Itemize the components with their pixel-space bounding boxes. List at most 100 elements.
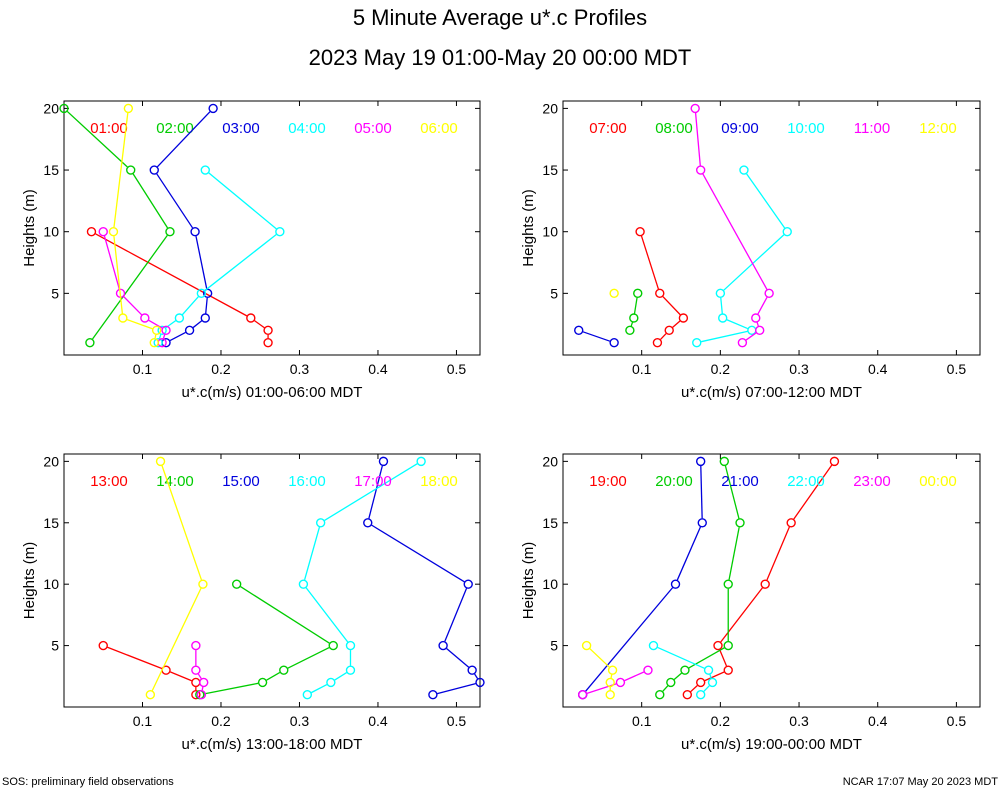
y-tick-label: 15: [43, 162, 59, 178]
data-point: [633, 288, 643, 299]
series-0500: [98, 226, 171, 348]
data-point: [363, 518, 373, 528]
series-line: [201, 686, 204, 691]
legend-entry: 17:00: [354, 473, 392, 490]
series-line: [287, 647, 330, 669]
data-point: [126, 165, 136, 175]
series-line: [161, 465, 203, 581]
series-1900: [682, 456, 840, 700]
data-point: [151, 325, 162, 336]
plot-frame: [63, 100, 481, 356]
data-point: [782, 226, 792, 237]
x-tick-label: 0.3: [789, 713, 809, 729]
x-tick-label: 0.1: [632, 361, 652, 377]
data-point: [664, 325, 674, 336]
x-tick-label: 0.4: [368, 713, 388, 729]
series-0000: [581, 640, 618, 700]
series-line: [162, 334, 166, 339]
data-point: [723, 579, 733, 589]
data-point: [581, 640, 592, 651]
x-tick-label: 0.5: [447, 361, 467, 377]
series-line: [208, 172, 277, 230]
data-point: [184, 325, 195, 336]
data-point: [345, 640, 356, 651]
series-line: [311, 683, 328, 694]
series-1300: [98, 640, 201, 700]
data-point: [428, 690, 438, 700]
data-point: [231, 579, 242, 589]
series-2200: [648, 640, 718, 700]
series-line: [662, 296, 681, 316]
data-point: [202, 288, 213, 299]
data-point: [208, 103, 218, 114]
series-2100: [577, 456, 707, 700]
chart-title: 5 Minute Average u*.c Profiles: [352, 5, 648, 30]
profile-panel: 0.1 0.2 0.3 0.4 0.5 5 10 15 20 u*.c(m/s) 01:00-06…: [21, 100, 481, 401]
y-tick-label: 20: [43, 100, 59, 116]
series-line: [437, 682, 476, 695]
data-point: [149, 337, 159, 348]
data-point: [655, 288, 665, 299]
x-tick-label: 0.3: [789, 361, 809, 377]
series-line: [633, 297, 638, 314]
data-point: [263, 325, 273, 336]
data-point: [609, 288, 619, 299]
plot-frame: [562, 100, 981, 356]
series-line: [66, 110, 128, 168]
data-point: [605, 690, 615, 700]
series-line: [757, 296, 768, 315]
data-point: [378, 456, 389, 467]
data-point: [695, 677, 706, 688]
series-line: [724, 465, 740, 519]
data-point: [605, 677, 615, 688]
x-tick-label: 0.2: [711, 361, 731, 377]
data-point: [416, 456, 426, 467]
series-1600: [298, 456, 426, 700]
legend-entry: 00:00: [919, 473, 957, 490]
series-0400: [153, 165, 285, 348]
series-line: [586, 683, 617, 694]
data-point: [695, 690, 706, 700]
x-tick-label: 0.1: [133, 713, 153, 729]
series-line: [371, 524, 465, 583]
legend-entry: 18:00: [420, 473, 458, 490]
series-line: [624, 671, 645, 682]
data-point: [652, 337, 663, 348]
data-point: [196, 288, 207, 299]
y-axis-label: Heights (m): [520, 189, 537, 267]
x-tick-label: 0.4: [368, 361, 388, 377]
data-point: [751, 313, 761, 323]
data-point: [723, 665, 733, 675]
data-point: [707, 677, 718, 688]
series-line: [205, 297, 208, 314]
data-point: [59, 103, 69, 114]
data-point: [682, 690, 693, 700]
series-1400: [195, 579, 338, 700]
series-line: [676, 526, 702, 581]
series-line: [132, 173, 169, 229]
data-point: [695, 456, 706, 467]
data-point: [713, 640, 723, 651]
y-tick-label: 10: [43, 576, 59, 592]
series-line: [700, 465, 703, 519]
data-point: [680, 665, 690, 675]
data-point: [86, 226, 97, 237]
plot-frame: [63, 453, 481, 708]
data-point: [786, 518, 796, 528]
series-line: [690, 685, 698, 693]
series-line: [474, 673, 479, 679]
series-2000: [655, 456, 745, 700]
series-line: [169, 331, 186, 342]
series-line: [726, 319, 748, 330]
series-line: [204, 682, 259, 695]
series-line: [169, 671, 192, 682]
legend-entry: 12:00: [919, 120, 957, 137]
data-point: [118, 313, 128, 323]
data-point: [475, 677, 485, 688]
series-line: [92, 234, 168, 340]
series-line: [156, 173, 194, 229]
y-tick-label: 10: [542, 576, 558, 592]
legend-entry: 03:00: [222, 120, 260, 137]
legend-entry: 04:00: [288, 120, 326, 137]
